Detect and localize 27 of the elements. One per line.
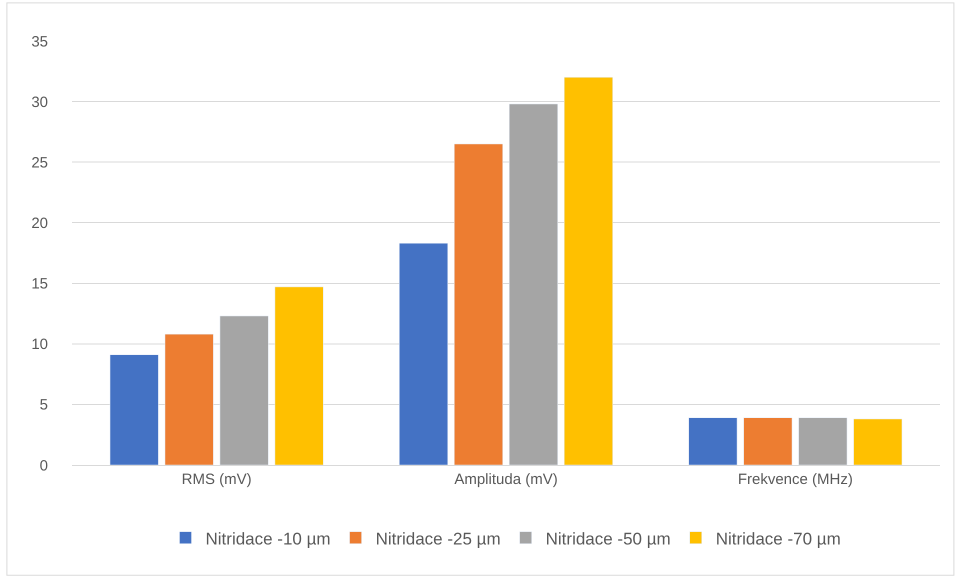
y-tick-label: 25 <box>31 154 48 172</box>
y-tick-label: 35 <box>31 33 48 50</box>
x-tick-label: Frekvence (MHz) <box>738 471 853 488</box>
bar <box>509 104 558 465</box>
bar <box>798 418 848 465</box>
bar <box>454 144 503 465</box>
y-tick-label: 30 <box>31 94 48 111</box>
bar <box>853 418 902 465</box>
x-tick-label: RMS (mV) <box>182 471 252 488</box>
bar <box>399 243 448 465</box>
bar <box>274 286 324 465</box>
legend-label: Nitridace -70 µm <box>716 529 841 548</box>
legend-label: Nitridace -50 µm <box>546 529 671 548</box>
bar <box>164 334 214 465</box>
bar <box>220 316 269 465</box>
x-tick-label: Amplituda (mV) <box>454 471 558 488</box>
bar <box>564 77 613 465</box>
y-tick-label: 15 <box>31 276 48 293</box>
y-tick-label: 5 <box>40 396 48 414</box>
y-tick-label: 20 <box>31 214 48 232</box>
y-tick-label: 10 <box>31 336 48 354</box>
bar <box>743 418 792 465</box>
bar <box>110 354 159 465</box>
legend-label: Nitridace -10 µm <box>206 529 331 548</box>
bar <box>688 418 738 465</box>
legend-label: Nitridace -25 µm <box>376 529 501 548</box>
y-tick-label: 0 <box>40 457 48 474</box>
